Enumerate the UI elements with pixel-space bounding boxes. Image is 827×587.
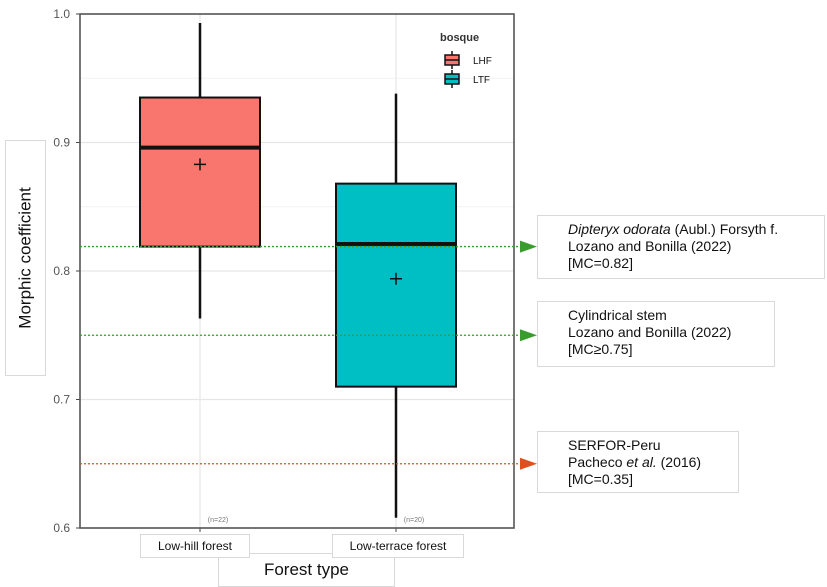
y-tick-label: 1.0 xyxy=(53,7,70,21)
reference-arrow xyxy=(520,240,537,253)
annotation-line: [MC=0.35] xyxy=(568,471,732,488)
annotation-text: (Aubl.) Forsyth f. xyxy=(670,221,779,237)
annotation-line: Cylindrical stem xyxy=(568,307,768,324)
x-axis-title-box: Forest type xyxy=(218,553,395,587)
mean-marker xyxy=(194,158,206,171)
annotation-cylindrical: Cylindrical stem Lozano and Bonilla (202… xyxy=(537,301,775,367)
annotation-line: [MC≥0.75] xyxy=(568,341,768,358)
y-tick-label: 0.7 xyxy=(53,393,70,407)
annotation-line: SERFOR-Peru xyxy=(568,437,732,454)
annotation-text: et al. xyxy=(626,454,657,470)
y-tick-label: 0.8 xyxy=(53,264,70,278)
y-tick-label: 0.6 xyxy=(53,521,70,535)
legend-key xyxy=(444,51,460,69)
annotation-text: (2016) xyxy=(656,454,702,470)
annotation-dipteryx: Dipteryx odorata (Aubl.) Forsyth f. Loza… xyxy=(537,215,825,279)
annotation-text: Cylindrical stem xyxy=(568,307,667,323)
annotation-serfor: SERFOR-Peru Pacheco et al. (2016) [MC=0.… xyxy=(537,431,739,493)
box-iqr xyxy=(139,96,261,248)
plot-frame xyxy=(79,13,515,529)
annotation-line: Dipteryx odorata (Aubl.) Forsyth f. xyxy=(568,221,818,238)
annotation-text: [MC=0.82] xyxy=(568,255,633,271)
legend-key xyxy=(444,70,460,88)
annotation-text: Lozano and Bonilla (2022) xyxy=(568,324,732,340)
x-tick-label-box-0: Low-hill forest xyxy=(140,534,250,558)
annotation-line: Lozano and Bonilla (2022) xyxy=(568,324,768,341)
x-tick-label-1: Low-terrace forest xyxy=(349,539,447,553)
y-axis-title: Morphic coefficient xyxy=(16,187,35,329)
y-tick-label: 0.9 xyxy=(53,136,70,150)
legend-label: LTF xyxy=(473,75,490,86)
n-label: (n=20) xyxy=(404,517,424,524)
annotation-line: [MC=0.82] xyxy=(568,255,818,272)
box-iqr xyxy=(335,182,457,388)
x-tick-label-box-1: Low-terrace forest xyxy=(332,534,464,558)
reference-arrow xyxy=(520,329,537,342)
reference-arrow xyxy=(520,457,537,470)
annotation-text: [MC≥0.75] xyxy=(568,341,633,357)
annotation-line: Lozano and Bonilla (2022) xyxy=(568,238,818,255)
annotation-text: Lozano and Bonilla (2022) xyxy=(568,238,732,254)
box-lhf: (n=22) xyxy=(139,22,261,524)
mean-marker xyxy=(390,272,402,285)
n-label: (n=22) xyxy=(208,517,228,524)
annotation-text: SERFOR-Peru xyxy=(568,437,661,453)
legend: bosque LHF LTF xyxy=(440,32,492,88)
y-axis-title-box: Morphic coefficient xyxy=(5,140,46,376)
annotation-line: Pacheco et al. (2016) xyxy=(568,454,732,471)
annotation-text: Pacheco xyxy=(568,454,627,470)
annotation-text: [MC=0.35] xyxy=(568,471,633,487)
annotation-text: Dipteryx odorata xyxy=(568,221,671,237)
legend-label: LHF xyxy=(473,56,492,67)
legend-title: bosque xyxy=(440,32,479,44)
x-axis-title: Forest type xyxy=(263,560,350,579)
box-ltf: (n=20) xyxy=(335,93,457,524)
x-tick-label-0: Low-hill forest xyxy=(157,539,233,553)
